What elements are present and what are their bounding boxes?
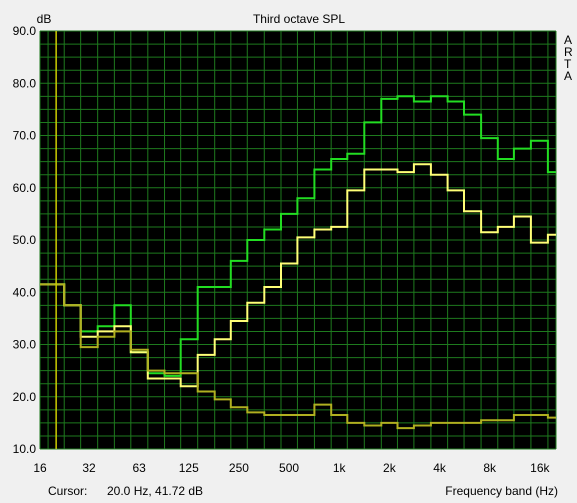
spl-series-1 bbox=[40, 95, 556, 377]
y-tick-label: 30.0 bbox=[13, 338, 37, 352]
x-tick-label: 1k bbox=[333, 461, 347, 475]
series-layer bbox=[40, 95, 556, 430]
x-axis-ticks: 16 32 63 125 250 500 1k 2k 4k 8k 16k bbox=[33, 461, 550, 475]
arta-letter: A bbox=[564, 69, 573, 83]
y-tick-label: 60.0 bbox=[13, 181, 37, 195]
y-tick-label: 20.0 bbox=[13, 390, 37, 404]
arta-letter: A bbox=[564, 33, 573, 47]
x-tick-label: 125 bbox=[179, 461, 199, 475]
x-tick-label: 32 bbox=[82, 461, 96, 475]
x-axis-title: Frequency band (Hz) bbox=[445, 484, 558, 498]
x-tick-label: 63 bbox=[132, 461, 146, 475]
spl-series-2 bbox=[40, 163, 556, 388]
y-tick-label: 70.0 bbox=[13, 129, 37, 143]
cursor-label: Cursor: bbox=[48, 484, 88, 498]
y-tick-label: 80.0 bbox=[13, 76, 37, 90]
y-tick-label: 40.0 bbox=[13, 285, 37, 299]
y-tick-label: 90.0 bbox=[13, 24, 37, 38]
y-axis-unit-label: dB bbox=[37, 12, 52, 26]
x-tick-label: 4k bbox=[433, 461, 447, 475]
x-tick-label: 500 bbox=[279, 461, 299, 475]
x-tick-label: 250 bbox=[229, 461, 249, 475]
cursor-readout: 20.0 Hz, 41.72 dB bbox=[107, 484, 204, 498]
y-tick-label: 50.0 bbox=[13, 233, 37, 247]
y-axis-ticks: 10.0 20.0 30.0 40.0 50.0 60.0 70.0 80.0 90.0 bbox=[13, 24, 37, 456]
chart-title: Third octave SPL bbox=[253, 12, 345, 26]
arta-letter: R bbox=[564, 45, 573, 59]
spl-series-3 bbox=[40, 283, 556, 430]
arta-side-label: A R T A bbox=[564, 34, 573, 82]
x-tick-label: 8k bbox=[483, 461, 497, 475]
x-tick-label: 16k bbox=[530, 461, 550, 475]
arta-letter: T bbox=[564, 57, 572, 71]
x-tick-label: 16 bbox=[33, 461, 47, 475]
y-tick-label: 10.0 bbox=[13, 442, 37, 456]
x-tick-label: 2k bbox=[383, 461, 397, 475]
